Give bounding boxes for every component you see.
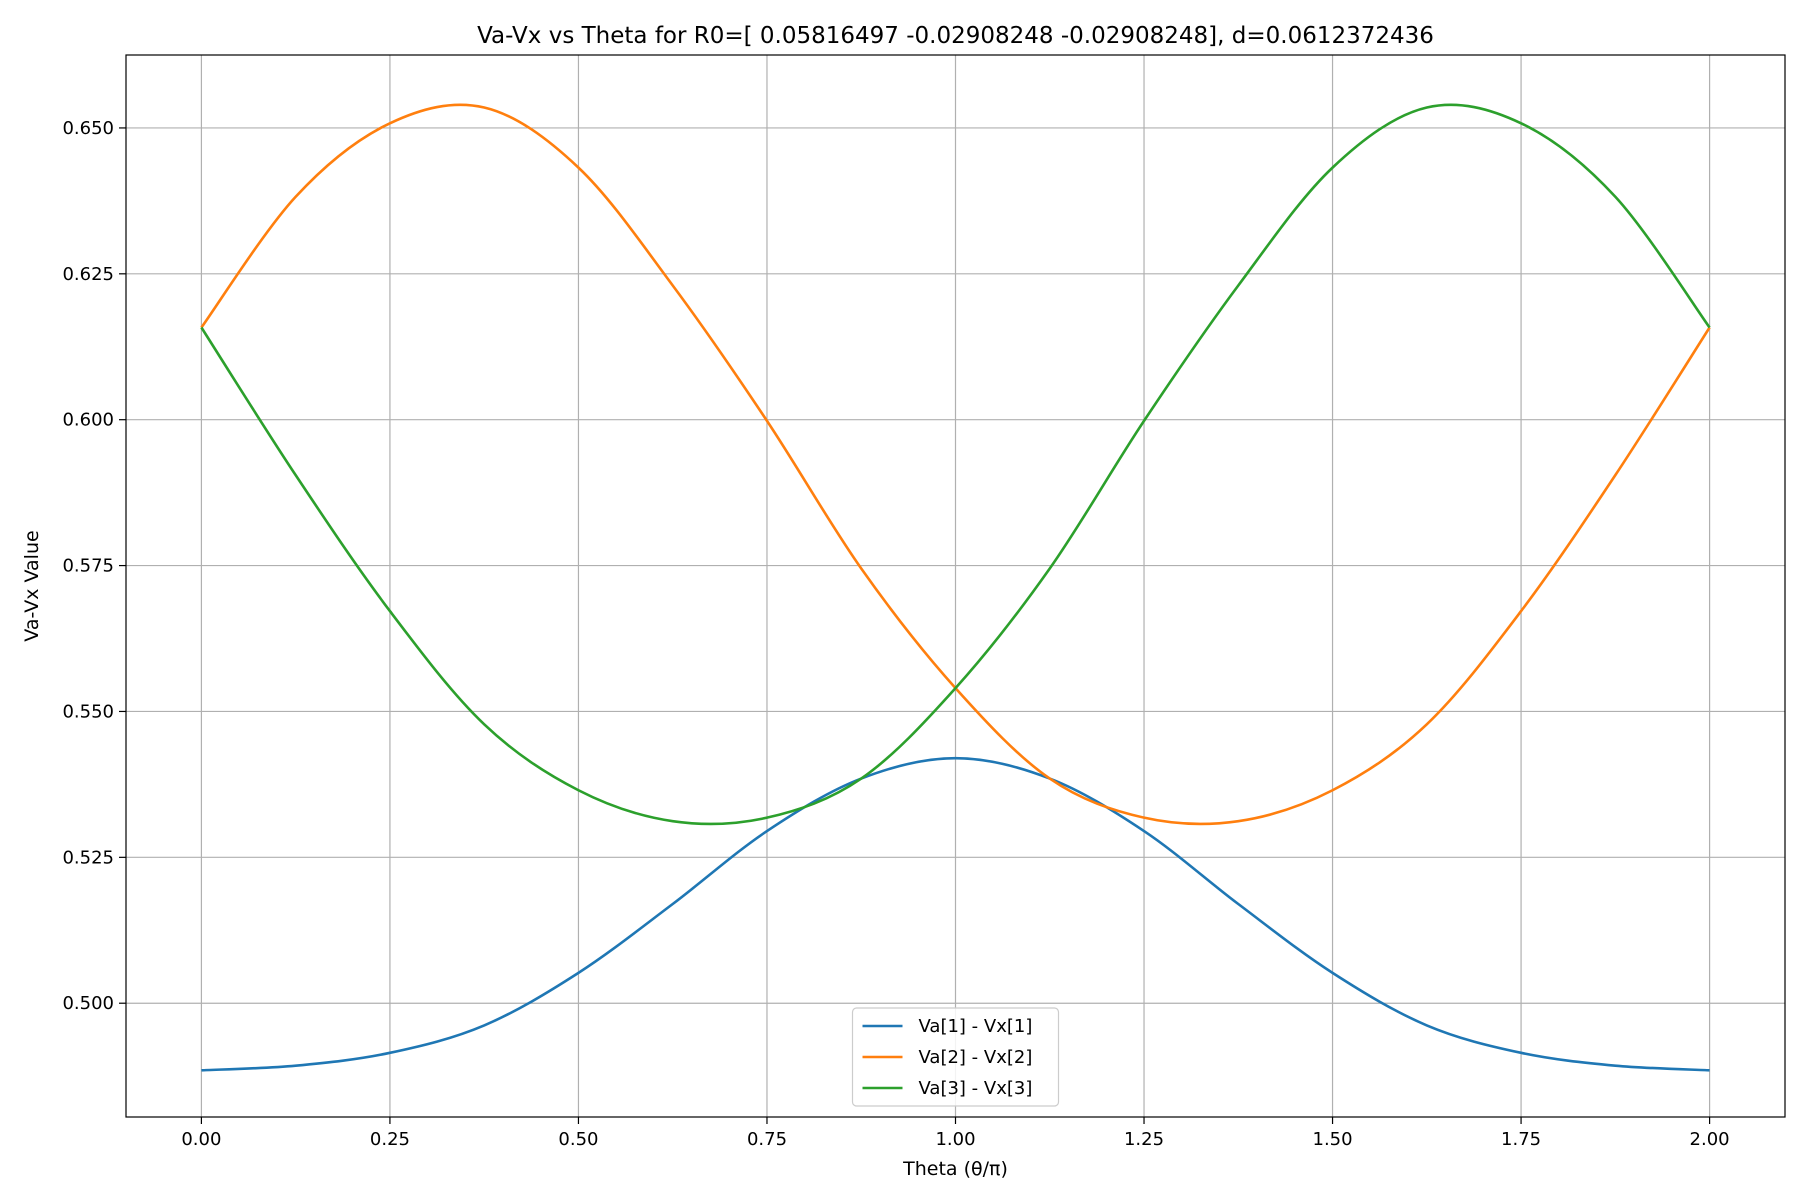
x-tick-label: 0.75: [747, 1129, 787, 1150]
legend: Va[1] - Vx[1] Va[2] - Vx[2] Va[3] - Vx[3]: [851, 1007, 1060, 1107]
y-tick-label: 0.525: [62, 847, 114, 868]
x-tick-label: 1.00: [935, 1129, 975, 1150]
series-lines: [200, 103, 1711, 1072]
y-tick-label: 0.575: [62, 556, 114, 577]
y-tick-label: 0.500: [62, 993, 114, 1014]
y-tick-label: 0.650: [62, 118, 114, 139]
y-tick-label: 0.600: [62, 410, 114, 431]
x-tick-label: 1.50: [1313, 1129, 1353, 1150]
y-axis-label: Va-Vx Value: [21, 530, 43, 641]
legend-label-1: Va[1] - Vx[1]: [919, 1016, 1033, 1037]
series-line-2: [200, 103, 1711, 826]
series-line-3: [200, 103, 1711, 826]
legend-box: [851, 1007, 1060, 1107]
x-tick-label: 2.00: [1690, 1129, 1730, 1150]
x-tick-label: 1.25: [1124, 1129, 1164, 1150]
y-axis-ticks: 0.500 0.525 0.550 0.575 0.600 0.625 0.650: [62, 118, 126, 1014]
x-tick-label: 0.25: [370, 1129, 410, 1150]
x-tick-label: 1.75: [1501, 1129, 1541, 1150]
x-tick-label: 0.50: [558, 1129, 598, 1150]
x-tick-label: 0.00: [181, 1129, 221, 1150]
legend-label-3: Va[3] - Vx[3]: [919, 1078, 1033, 1099]
chart-title: Va-Vx vs Theta for R0=[ 0.05816497 -0.02…: [477, 23, 1434, 49]
series-line-1: [201, 756, 1710, 1072]
y-tick-label: 0.550: [62, 701, 114, 722]
grid: [126, 55, 1785, 1117]
x-axis-label: Theta (θ/π): [902, 1158, 1008, 1180]
y-tick-label: 0.625: [62, 264, 114, 285]
legend-label-2: Va[2] - Vx[2]: [919, 1047, 1033, 1068]
x-axis-ticks: 0.00 0.25 0.50 0.75 1.00 1.25 1.50 1.75 2.00: [181, 1117, 1730, 1150]
